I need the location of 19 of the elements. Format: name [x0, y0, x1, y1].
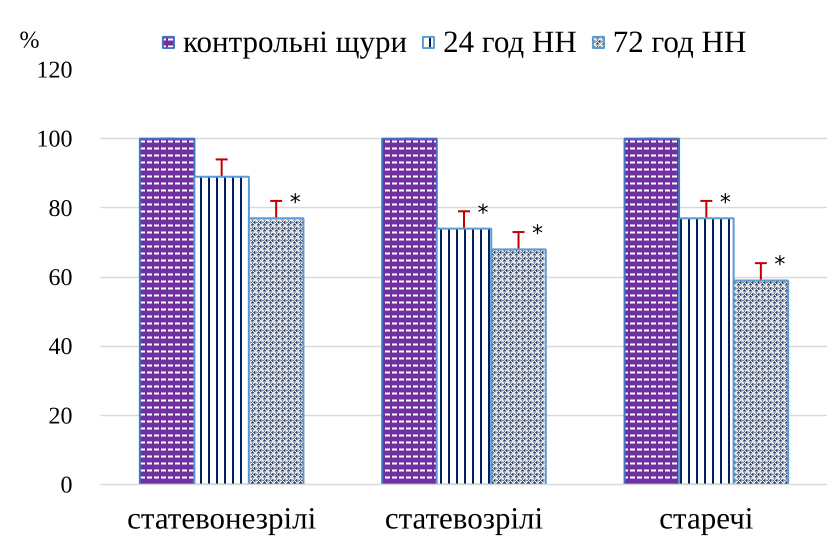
legend-label: контрольні щури [183, 24, 408, 60]
y-tick-label: 120 [36, 58, 72, 84]
y-tick-label: 80 [48, 196, 72, 222]
legend-label: 24 год НН [443, 24, 577, 60]
y-tick-label: 100 [36, 126, 72, 153]
y-axis-title: % [20, 28, 40, 54]
y-tick-label: 0 [60, 472, 72, 498]
data-label: * [478, 200, 488, 226]
y-tick-label: 20 [48, 403, 72, 430]
x-tick-label: статевонезрілі [127, 500, 317, 536]
data-label: * [290, 190, 301, 216]
data-label: * [720, 190, 731, 216]
y-tick-label: 60 [48, 265, 72, 291]
y-tick-label: 40 [48, 334, 72, 360]
x-tick-label: старечі [659, 500, 754, 536]
data-label: * [532, 222, 544, 247]
x-tick-label: статевозрілі [384, 500, 544, 536]
data-label: * [774, 252, 786, 278]
legend-label: 72 год НН [612, 24, 746, 60]
